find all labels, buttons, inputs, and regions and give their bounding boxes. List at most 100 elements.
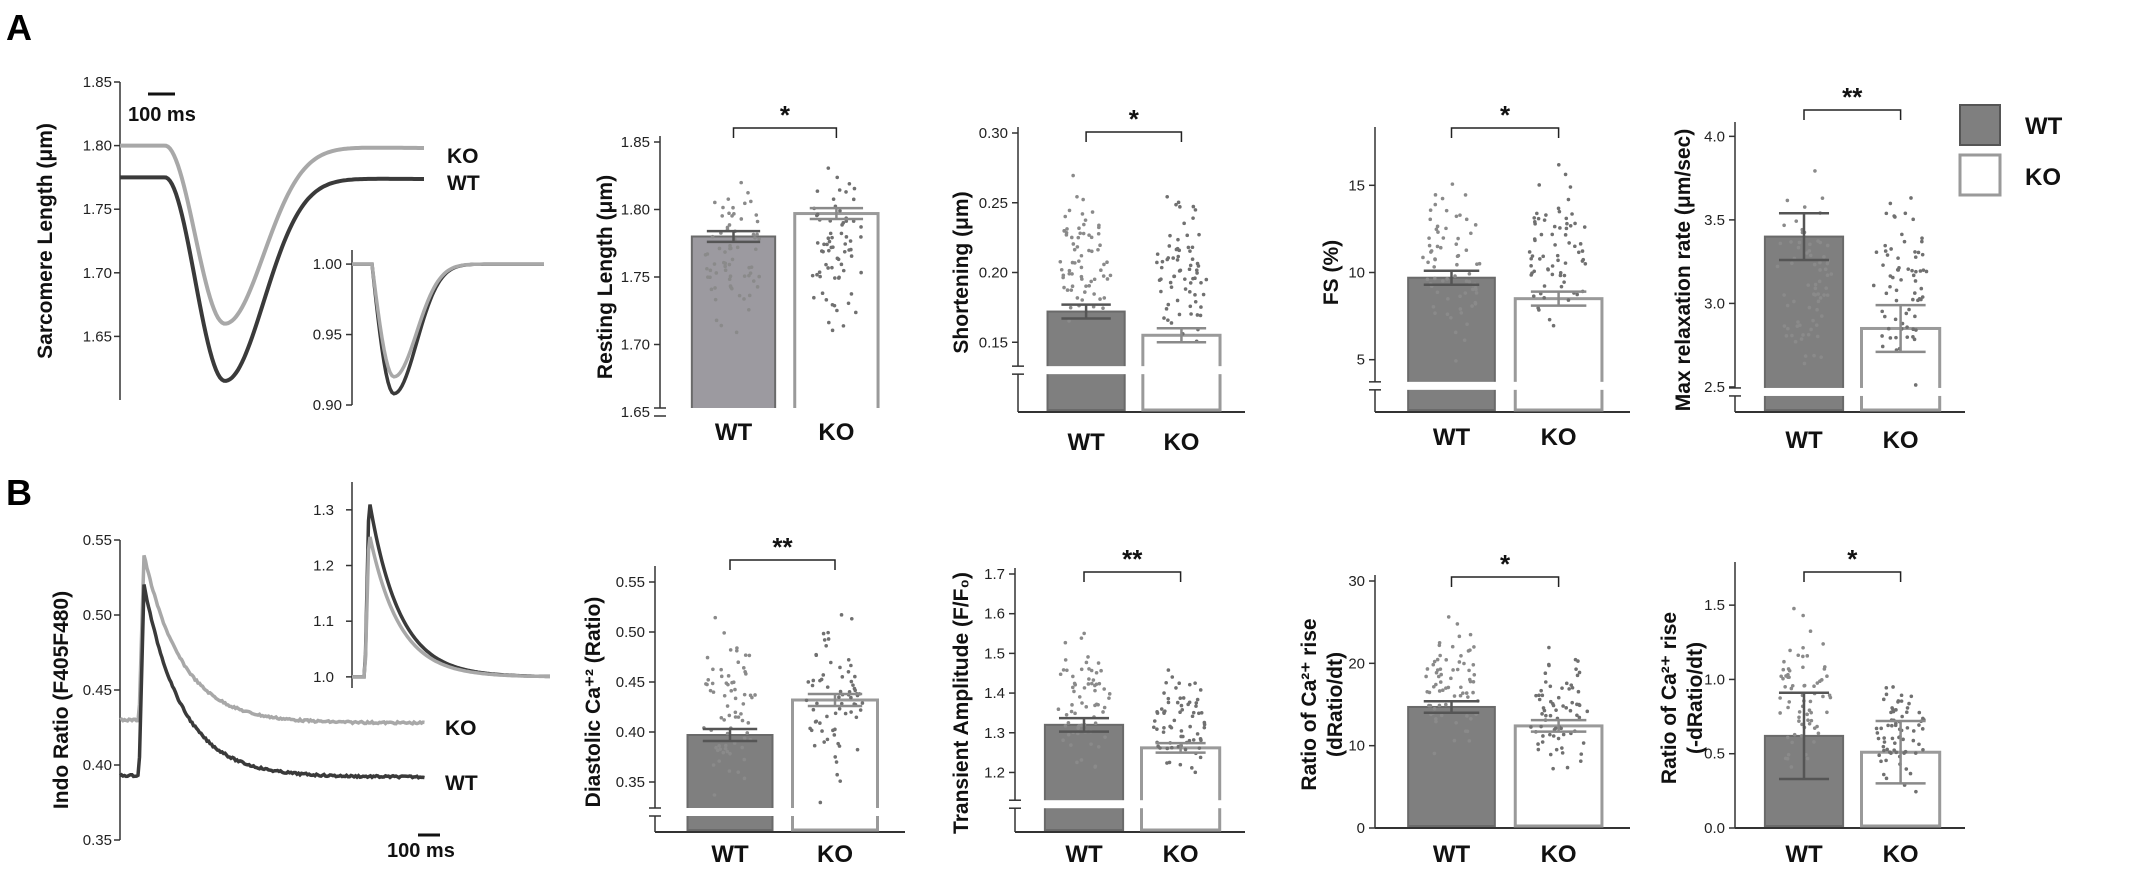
data-point-ko-fractional-shortening [1573, 244, 1577, 249]
y-tick-label-ca-rise-rate: 10 [1348, 738, 1365, 755]
data-point-ko-max-relaxation-rate [1902, 239, 1907, 244]
data-point-ko-transient-amplitude [1167, 760, 1172, 765]
significance-bracket-resting-length [732, 127, 838, 138]
data-point-wt-transient-amplitude [1084, 660, 1089, 665]
data-point-wt-max-relaxation-rate [1807, 305, 1812, 310]
data-point-wt-ca-decay-rate [1796, 653, 1801, 658]
data-point-ko-resting-length [844, 235, 849, 239]
data-point-wt-transient-amplitude [1090, 681, 1094, 686]
data-point-ko-ca-rise-rate [1548, 732, 1552, 737]
data-point-ko-max-relaxation-rate [1889, 247, 1893, 251]
data-point-wt-shortening [1090, 210, 1095, 214]
data-point-ko-transient-amplitude [1166, 668, 1171, 672]
data-point-ko-ca-decay-rate [1894, 721, 1898, 726]
data-point-wt-max-relaxation-rate [1815, 334, 1820, 339]
data-point-ko-ca-decay-rate [1876, 736, 1881, 741]
data-point-ko-max-relaxation-rate [1894, 335, 1898, 340]
data-point-ko-fractional-shortening [1582, 225, 1587, 229]
data-point-wt-diastolic-ca [733, 696, 738, 701]
data-point-ko-resting-length [822, 242, 826, 247]
data-point-wt-ca-rise-rate [1427, 703, 1431, 708]
data-point-wt-ca-rise-rate [1457, 634, 1462, 639]
data-point-ko-diastolic-ca [843, 711, 848, 716]
data-point-ko-ca-rise-rate [1551, 766, 1555, 771]
data-point-wt-ca-rise-rate [1463, 729, 1468, 734]
data-point-wt-diastolic-ca [735, 646, 739, 650]
data-point-ko-resting-length [842, 249, 847, 254]
data-point-wt-ca-decay-rate [1786, 705, 1790, 710]
data-point-wt-ca-decay-rate [1789, 686, 1794, 691]
data-point-ko-max-relaxation-rate [1916, 250, 1921, 255]
data-point-wt-diastolic-ca [743, 653, 748, 657]
data-point-ko-transient-amplitude [1194, 701, 1199, 705]
data-point-ko-transient-amplitude [1181, 734, 1185, 739]
data-point-ko-max-relaxation-rate [1910, 268, 1914, 273]
data-point-wt-ca-decay-rate [1815, 681, 1820, 685]
data-point-ko-shortening [1193, 208, 1198, 212]
data-point-ko-max-relaxation-rate [1911, 327, 1916, 332]
data-point-ko-ca-rise-rate [1553, 726, 1558, 730]
data-point-ko-diastolic-ca [806, 680, 811, 684]
data-point-wt-shortening [1058, 259, 1063, 264]
data-point-wt-fractional-shortening [1444, 226, 1448, 231]
data-point-ko-shortening [1174, 247, 1179, 252]
data-point-wt-max-relaxation-rate [1813, 282, 1818, 287]
data-point-ko-ca-rise-rate [1556, 736, 1561, 741]
data-point-ko-ca-decay-rate [1887, 750, 1892, 755]
data-point-ko-fractional-shortening [1580, 249, 1585, 253]
data-point-ko-max-relaxation-rate [1896, 256, 1900, 260]
data-point-wt-fractional-shortening [1441, 236, 1446, 240]
bar-wt-max-relaxation-rate [1763, 235, 1845, 411]
y-tick-label-max-relaxation-rate: 3.5 [1704, 212, 1725, 229]
data-point-wt-ca-decay-rate [1799, 734, 1804, 738]
bar-wt-shortening [1046, 310, 1126, 411]
y-tick-label-transient-amplitude: 1.2 [984, 764, 1005, 781]
data-point-ko-diastolic-ca [836, 741, 840, 746]
data-point-ko-shortening [1186, 245, 1191, 250]
data-point-wt-ca-decay-rate [1786, 752, 1791, 757]
data-point-ko-diastolic-ca [839, 613, 844, 617]
data-point-wt-fractional-shortening [1467, 271, 1472, 276]
data-point-wt-ca-decay-rate [1801, 665, 1805, 670]
data-point-ko-resting-length [849, 254, 854, 258]
data-point-wt-diastolic-ca [730, 680, 734, 685]
data-point-ko-transient-amplitude [1179, 703, 1184, 708]
data-point-wt-fractional-shortening [1427, 243, 1432, 248]
x-label-wt-ca-rise-rate: WT [1433, 841, 1471, 868]
data-point-wt-resting-length [751, 232, 756, 237]
data-point-ko-shortening [1189, 312, 1193, 316]
scale-bar-label-sarcomere: 100 ms [128, 104, 196, 126]
data-point-wt-shortening [1102, 296, 1107, 300]
data-point-ko-transient-amplitude [1199, 738, 1203, 743]
data-point-wt-transient-amplitude [1079, 667, 1084, 672]
data-point-ko-shortening [1182, 221, 1186, 226]
data-point-wt-resting-length [747, 307, 751, 312]
y-tick-label-resting-length: 1.75 [621, 269, 650, 286]
y-tick-label-sarcomere-inset: 0.95 [313, 327, 342, 344]
data-point-wt-diastolic-ca [723, 743, 728, 748]
data-point-ko-shortening [1195, 313, 1200, 317]
y-tick-label-sarcomere-trace: 1.70 [83, 265, 112, 282]
data-point-ko-ca-decay-rate [1879, 726, 1883, 731]
data-point-ko-ca-rise-rate [1537, 697, 1542, 702]
data-point-wt-transient-amplitude [1096, 744, 1101, 749]
data-point-ko-ca-rise-rate [1536, 747, 1541, 752]
data-point-ko-shortening [1199, 280, 1203, 285]
data-point-ko-ca-decay-rate [1896, 699, 1901, 703]
trace-label-wt-sarcomere: WT [447, 172, 480, 195]
y-tick-label-transient-amplitude: 1.3 [984, 725, 1005, 742]
data-point-wt-diastolic-ca [745, 731, 750, 735]
data-point-wt-resting-length [706, 275, 710, 279]
data-point-wt-ca-rise-rate [1437, 640, 1442, 645]
data-point-ko-transient-amplitude [1187, 682, 1192, 687]
data-point-ko-max-relaxation-rate [1913, 250, 1917, 254]
data-point-wt-ca-decay-rate [1816, 731, 1821, 736]
data-point-ko-max-relaxation-rate [1899, 278, 1903, 282]
data-point-wt-ca-rise-rate [1468, 648, 1472, 652]
data-point-wt-resting-length [708, 268, 713, 273]
data-point-wt-transient-amplitude [1065, 668, 1069, 673]
data-point-ko-fractional-shortening [1538, 257, 1542, 261]
data-point-ko-ca-decay-rate [1879, 759, 1883, 764]
data-point-ko-max-relaxation-rate [1920, 252, 1925, 257]
significance-bracket-max-relaxation-rate [1803, 109, 1902, 120]
